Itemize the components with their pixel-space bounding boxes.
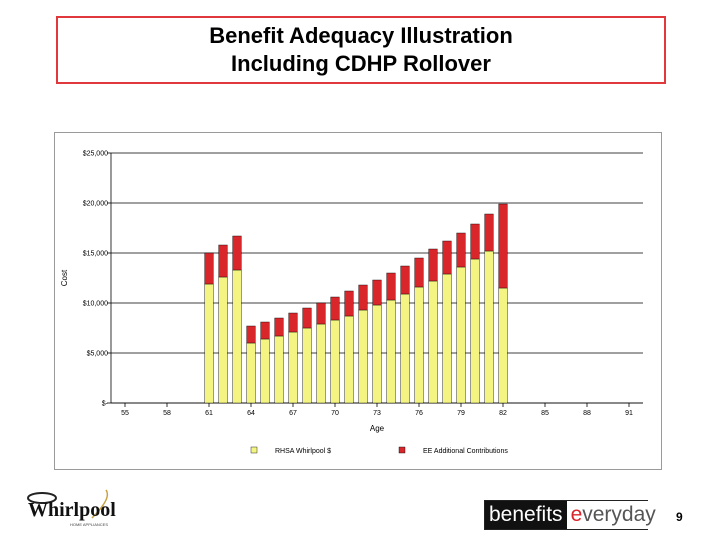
page-number: 9 [676, 510, 683, 524]
y-tick-label: $20,000 [83, 201, 108, 208]
bar-rhsa-whirlpool [498, 287, 508, 404]
bar-rhsa-whirlpool [204, 283, 214, 404]
legend-label: EE Additional Contributions [423, 448, 508, 455]
bar-rhsa-whirlpool [428, 280, 438, 404]
bar-ee-additional [246, 325, 256, 344]
stacked-bar-chart: $- $5,000 $10,000 $15,000 $20,000 $25,000 55 58… [60, 151, 643, 455]
whirlpool-logo: Whirlpool HOME APPLIANCES [27, 489, 116, 527]
x-tick-label: 82 [499, 410, 507, 417]
bar-rhsa-whirlpool [288, 331, 298, 404]
x-tick-label: 79 [457, 410, 465, 417]
bar-rhsa-whirlpool [400, 293, 410, 404]
swoosh-icon [27, 489, 109, 519]
bar-ee-additional [260, 321, 270, 340]
bar-ee-additional [358, 284, 368, 311]
bar-rhsa-whirlpool [470, 258, 480, 404]
legend-label: RHSA Whirlpool $ [275, 448, 331, 455]
bar-rhsa-whirlpool [386, 299, 396, 404]
bar-rhsa-whirlpool [414, 286, 424, 404]
brand-veryday: veryday [582, 503, 656, 526]
x-tick-label: 61 [205, 410, 213, 417]
bar-rhsa-whirlpool [358, 309, 368, 404]
x-tick-label: 73 [373, 410, 381, 417]
x-tick-label: 91 [625, 410, 633, 417]
bar-ee-additional [288, 312, 298, 333]
bar-ee-additional [470, 223, 480, 260]
bar-ee-additional [232, 235, 242, 271]
legend-swatch [250, 446, 258, 454]
bar-ee-additional [218, 244, 228, 278]
slide-title-line-1: Benefit Adequacy Illustration [209, 23, 513, 48]
bar-rhsa-whirlpool [232, 269, 242, 404]
bar-ee-additional [386, 272, 396, 301]
logo-subtext: HOME APPLIANCES [70, 522, 108, 527]
bar-ee-additional [274, 317, 284, 337]
bar-rhsa-whirlpool [442, 273, 452, 404]
bar-ee-additional [204, 252, 214, 285]
chart-frame: $- $5,000 $10,000 $15,000 $20,000 $25,000 55 58… [54, 132, 662, 470]
bar-rhsa-whirlpool [316, 323, 326, 404]
benefits-everyday-logo: benefits e veryday [484, 500, 660, 530]
bar-ee-additional [484, 213, 494, 252]
x-tick-label: 67 [289, 410, 297, 417]
y-tick-label: $- [102, 401, 109, 408]
brand-everyday: e veryday [566, 501, 660, 529]
bar-rhsa-whirlpool [246, 342, 256, 404]
bar-ee-additional [344, 290, 354, 317]
bar-ee-additional [428, 248, 438, 282]
legend-swatch [398, 446, 406, 454]
brand-benefits: benefits [485, 501, 567, 529]
x-tick-label: 76 [415, 410, 423, 417]
logo-text: Whirlpool [28, 499, 116, 521]
y-axis-label: Cost [60, 269, 69, 286]
bar-ee-additional [330, 296, 340, 321]
x-tick-label: 85 [541, 410, 549, 417]
bar-ee-additional [400, 265, 410, 295]
bar-rhsa-whirlpool [274, 335, 284, 404]
brand-e: e [570, 503, 583, 526]
x-tick-label: 64 [247, 410, 255, 417]
x-tick-label: 88 [583, 410, 591, 417]
y-tick-label: $10,000 [83, 301, 108, 308]
bar-rhsa-whirlpool [484, 250, 494, 404]
x-axis-label: Age [370, 424, 385, 433]
bar-ee-additional [372, 279, 382, 306]
bar-ee-additional [456, 232, 466, 268]
bar-ee-additional [498, 203, 508, 289]
bar-rhsa-whirlpool [330, 319, 340, 404]
bar-rhsa-whirlpool [260, 338, 270, 404]
slide-title-line-2: Including CDHP Rollover [231, 51, 491, 76]
slide-title-box: Benefit Adequacy Illustration Including … [56, 16, 666, 84]
x-tick-label: 58 [163, 410, 171, 417]
bar-rhsa-whirlpool [456, 266, 466, 404]
bar-ee-additional [302, 307, 312, 329]
bar-ee-additional [316, 302, 326, 325]
y-tick-label: $25,000 [83, 151, 108, 158]
bar-rhsa-whirlpool [218, 276, 228, 404]
x-tick-label: 55 [121, 410, 129, 417]
bar-rhsa-whirlpool [344, 315, 354, 404]
bar-rhsa-whirlpool [372, 304, 382, 404]
bar-ee-additional [442, 240, 452, 275]
x-tick-label: 70 [331, 410, 339, 417]
bar-ee-additional [414, 257, 424, 288]
y-tick-label: $15,000 [83, 251, 108, 258]
bar-rhsa-whirlpool [302, 327, 312, 404]
y-tick-label: $5,000 [87, 351, 109, 358]
